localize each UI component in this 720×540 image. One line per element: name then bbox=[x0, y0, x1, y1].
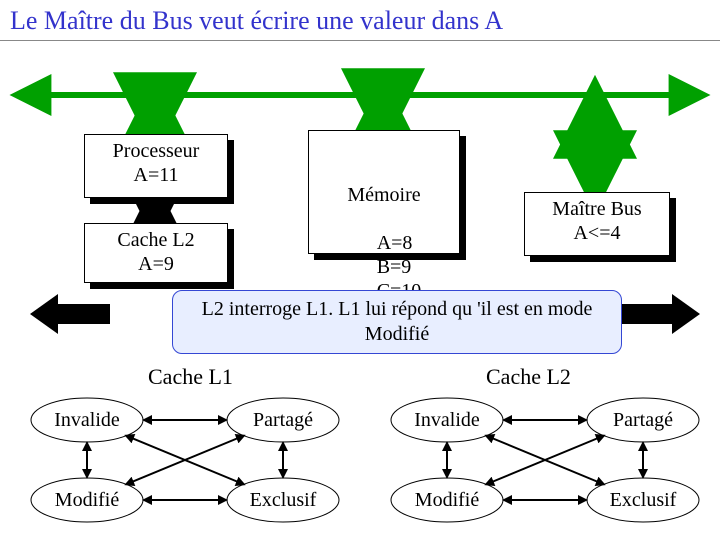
state-partage-l2: Partagé bbox=[613, 409, 673, 431]
state-invalide-l2: Invalide bbox=[414, 409, 480, 431]
state-diagram-l2: Invalide Partagé Modifié Exclusif bbox=[0, 0, 720, 540]
state-exclusif-l2: Exclusif bbox=[610, 489, 677, 511]
state-modifie-l2: Modifié bbox=[415, 489, 480, 511]
diagram-canvas: Processeur A=11 Mémoire A=8 B=9 C=10 Cac… bbox=[0, 0, 720, 540]
